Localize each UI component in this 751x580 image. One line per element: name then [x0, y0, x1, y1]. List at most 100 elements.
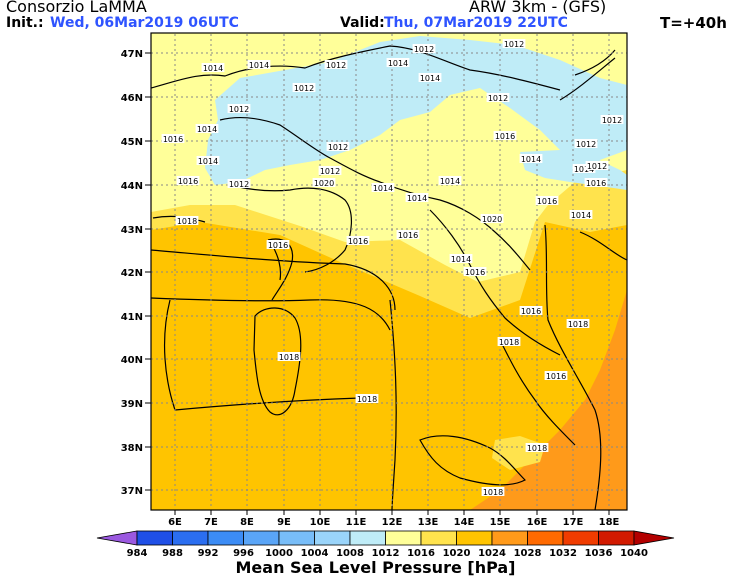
isobar-label-bg [585, 161, 609, 170]
colorbar-level-label: 1008 [336, 548, 364, 559]
lat-tick-label: 45N [121, 137, 143, 148]
isobar-label-bg [175, 216, 199, 225]
lat-tick-label: 39N [121, 399, 143, 410]
colorbar-level-label: 1040 [620, 548, 648, 559]
lat-tick-label: 43N [121, 225, 143, 236]
isobar-label-bg [493, 131, 517, 140]
colorbar-level-label: 1028 [514, 548, 542, 559]
valid-label: Valid: [340, 15, 385, 31]
isobar-label: 1012 [229, 105, 249, 114]
isobar-label-bg [247, 60, 271, 69]
lon-tick-label: 15E [490, 517, 511, 528]
colorbar-level-label: 988 [162, 548, 183, 559]
isobar-label: 1018 [527, 444, 547, 453]
colorbar-swatch [207, 530, 244, 546]
isobar-label: 1012 [488, 94, 508, 103]
isobar-label-bg [196, 156, 220, 165]
colorbar-title: Mean Sea Level Pressure [hPa] [235, 558, 516, 577]
isobar-label: 1012 [576, 140, 596, 149]
isobar-label: 1016 [537, 197, 557, 206]
lat-tick-label: 38N [121, 443, 143, 454]
isobar-label: 1014 [521, 155, 541, 164]
longitude-labels: 6E 7E 8E 9E 10E 11E 12E 13E 14E 15E 16E 17E 18E [168, 510, 620, 528]
colorbar-level-label: 1020 [443, 548, 471, 559]
isobar-label: 1014 [388, 59, 408, 68]
isobar-label-bg [266, 240, 290, 249]
isobar-label: 1014 [440, 177, 460, 186]
isobar-label: 1016 [163, 135, 183, 144]
init-label: Init.: [6, 15, 44, 31]
isobar-label-bg [396, 230, 420, 239]
org-title: Consorzio LaMMA [6, 0, 147, 16]
isobar-label-bg [161, 134, 185, 143]
colorbar-swatch [598, 530, 635, 546]
isobar-label-bg [292, 83, 316, 92]
isobar-label-bg [386, 58, 410, 67]
isobar-label-bg [486, 93, 510, 102]
isobar-label-bg [535, 196, 559, 205]
isobar-label: 1012 [504, 40, 524, 49]
isobar-label: 1016 [465, 268, 485, 277]
isobar-label-bg [227, 179, 251, 188]
isobar-label: 1012 [294, 84, 314, 93]
lon-tick-label: 16E [527, 517, 548, 528]
isobar-label-bg [412, 44, 436, 53]
isobar-label-bg [449, 254, 473, 263]
isobar-label: 1016 [348, 237, 368, 246]
colorbar-level-label: 1012 [372, 548, 400, 559]
lon-tick-label: 13E [418, 517, 439, 528]
lon-tick-label: 9E [277, 517, 291, 528]
colorbar-level-label: 996 [233, 548, 254, 559]
colorbar-level-label: 1016 [407, 548, 435, 559]
lat-tick-label: 37N [121, 486, 143, 497]
lon-tick-label: 10E [310, 517, 331, 528]
isobar-label-bg [480, 214, 504, 223]
isobar-label: 1018 [177, 217, 197, 226]
colorbar-swatch [385, 530, 422, 546]
colorbar-swatch [136, 530, 173, 546]
colorbar: 984 988 992 996 1000 1004 1008 1012 1016 1020 1024… [96, 530, 675, 559]
isobar-label-bg [502, 39, 526, 48]
lat-tick-label: 46N [121, 93, 143, 104]
colorbar-level-label: 1000 [265, 548, 293, 559]
lon-tick-label: 12E [382, 517, 403, 528]
isobar-label-bg [326, 142, 350, 151]
lon-tick-label: 11E [346, 517, 367, 528]
colorbar-swatch [456, 530, 493, 546]
area-below-1012 [205, 36, 627, 185]
init-date: Wed, 06Mar2019 06UTC [50, 15, 239, 31]
valid-date: Thu, 07Mar2019 22UTC [384, 15, 568, 31]
isobar-label-bg [405, 193, 429, 202]
isobar-label: 1014 [574, 165, 594, 174]
isobar-label: 1014 [407, 194, 427, 203]
pressure-field [151, 33, 627, 510]
isobar-label: 1014 [203, 64, 223, 73]
isobar-label: 1012 [414, 45, 434, 54]
colorbar-level-label: 1004 [301, 548, 329, 559]
isobar-label: 1012 [229, 180, 249, 189]
colorbar-swatch [527, 530, 564, 546]
isobar-label-bg [525, 443, 549, 452]
area-1024-1028 [470, 290, 627, 510]
isobar-label-bg [418, 73, 442, 82]
lat-lon-grid [151, 34, 627, 509]
isobar-label: 1012 [587, 162, 607, 171]
lon-tick-label: 18E [599, 517, 620, 528]
isobar-label-bg [201, 63, 225, 72]
isobar-label: 1016 [521, 307, 541, 316]
isobar-label: 1016 [268, 241, 288, 250]
colorbar-swatch [420, 530, 457, 546]
latitude-labels: 47N 46N 45N 44N 43N 42N 41N 40N 39N 38N 37N [121, 49, 151, 497]
isobar-label-bg [355, 394, 379, 403]
isobar-label-bg [569, 210, 593, 219]
isobar-label: 1020 [314, 179, 334, 188]
isobar-label-bg [600, 115, 624, 124]
colorbar-swatch [314, 530, 351, 546]
isobar-label: 1020 [482, 215, 502, 224]
lon-tick-label: 8E [240, 517, 254, 528]
isobar-label: 1016 [398, 231, 418, 240]
isobar-label-bg [574, 139, 598, 148]
isobar-label: 1018 [483, 488, 503, 497]
isobar-label-bg [544, 371, 568, 380]
isobar-label: 1012 [320, 167, 340, 176]
